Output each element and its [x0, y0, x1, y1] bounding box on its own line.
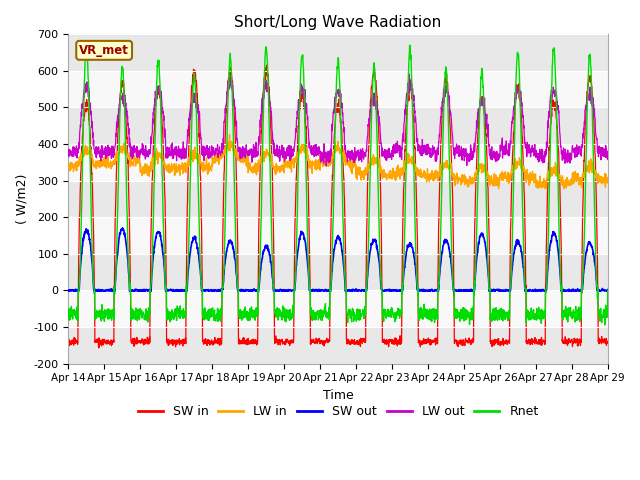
Bar	[68, 107, 608, 144]
X-axis label: Time: Time	[323, 389, 353, 402]
Bar	[68, 290, 608, 327]
Bar	[68, 71, 608, 107]
Bar	[68, 217, 608, 254]
Y-axis label: ( W/m2): ( W/m2)	[15, 174, 28, 224]
Bar	[68, 34, 608, 71]
Bar	[68, 144, 608, 180]
Legend: SW in, LW in, SW out, LW out, Rnet: SW in, LW in, SW out, LW out, Rnet	[132, 400, 543, 423]
Text: VR_met: VR_met	[79, 44, 129, 57]
Title: Short/Long Wave Radiation: Short/Long Wave Radiation	[234, 15, 442, 30]
Bar	[68, 180, 608, 217]
Bar	[68, 254, 608, 290]
Bar	[68, 327, 608, 364]
